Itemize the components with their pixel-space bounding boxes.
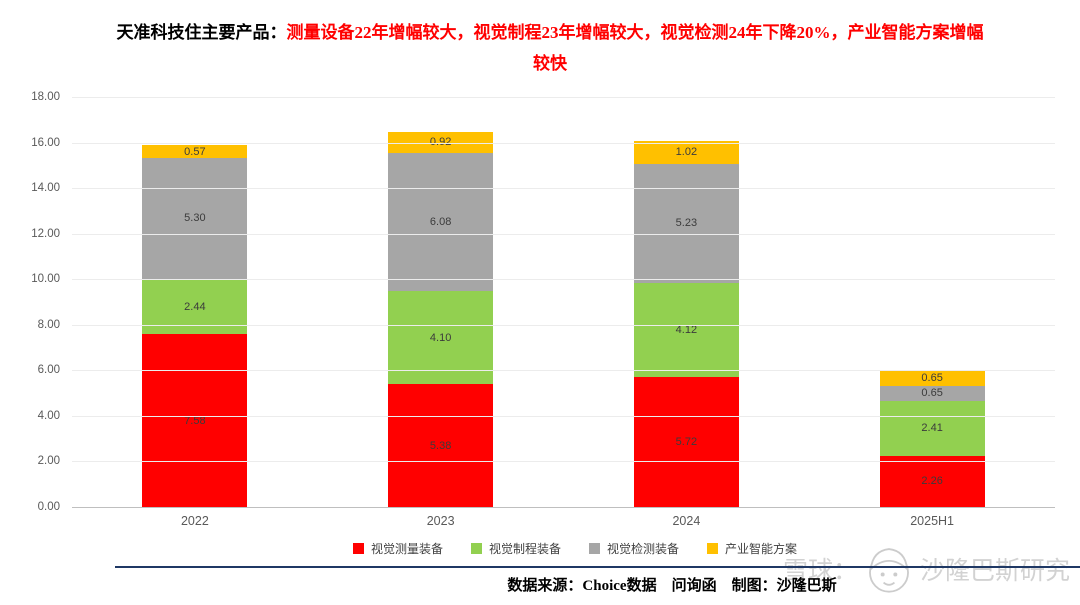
legend-swatch-icon [352,543,364,554]
gridline [72,324,1055,326]
gridline [72,370,1055,372]
y-tick-label: 2.00 [37,455,60,468]
legend-swatch-icon [589,543,600,554]
chart-title-highlight: 测量设备22年增幅较大，视觉制程23年增幅较大，视觉检测24年下降20%，产业智… [286,23,984,73]
y-tick-label: 16.00 [31,136,60,149]
bar-value-label: 6.08 [429,215,452,228]
gridline [72,279,1055,281]
bar-segment: 0.65 [879,371,985,386]
gridline [72,188,1055,190]
bar-segment: 5.72 [633,376,739,507]
x-tick-label: 2023 [426,514,455,528]
x-tick-label: 2025H1 [910,514,955,528]
bar-stack: 0.57 5.30 2.44 7.58 [142,145,248,507]
x-axis-labels: 2022 2023 2024 2025H1 [72,514,1055,528]
bar-column-2022: 0.57 5.30 2.44 7.58 [72,97,318,507]
legend-swatch-icon [707,543,719,554]
footer-divider [115,566,1080,568]
bar-segment: 1.02 [633,140,739,164]
bar-value-label: 0.57 [184,145,206,158]
bar-segment: 2.41 [879,400,985,456]
bar-column-2024: 1.02 5.23 4.12 5.72 [564,97,810,507]
legend-label: 视觉测量装备 [370,542,443,556]
gridline [72,142,1055,144]
watermark-text-right: 沙隆巴斯研究 [919,558,1070,585]
plot-area: 0.57 5.30 2.44 7.58 0.92 6.08 4.10 5.38 1.02 5.23… [72,97,1055,508]
y-tick-label: 10.00 [31,273,60,286]
chart-legend: 视觉测量装备 视觉制程装备 视觉检测装备 产业智能方案 [0,540,1080,557]
x-tick-label: 2022 [180,514,209,528]
gridline [72,97,1055,98]
y-tick-label: 14.00 [31,182,60,195]
legend-item: 产业智能方案 [707,540,797,557]
bar-segment: 4.10 [388,291,494,385]
y-tick-label: 12.00 [31,227,60,240]
stacked-bar-chart: 0.00 2.00 4.00 6.00 8.00 10.00 12.00 14.00 16.00… [0,90,1080,535]
bar-segment: 5.38 [388,384,494,507]
gridline [72,415,1055,417]
bar-column-2025H1: 0.65 0.65 2.41 2.26 [809,97,1055,507]
chart-title: 天准科技住主要产品：测量设备22年增幅较大，视觉制程23年增幅较大，视觉检测24… [110,18,990,79]
legend-item: 视觉检测装备 [589,540,679,557]
bar-value-label: 4.10 [429,331,452,344]
legend-item: 视觉制程装备 [470,540,561,557]
bar-value-label: 2.44 [184,300,206,313]
bars-container: 0.57 5.30 2.44 7.58 0.92 6.08 4.10 5.38 1.02 5.23… [72,97,1055,507]
chart-title-prefix: 天准科技住主要产品： [116,23,287,42]
bar-value-label: 2.41 [921,422,943,435]
bar-segment: 5.23 [633,163,739,283]
bar-column-2023: 0.92 6.08 4.10 5.38 [318,97,564,507]
bar-value-label: 0.92 [429,136,452,149]
bar-value-label: 0.65 [921,387,943,400]
bar-segment: 5.30 [142,158,248,279]
legend-label: 视觉检测装备 [607,542,680,556]
bar-segment: 0.65 [879,385,985,401]
y-tick-label: 0.00 [37,501,60,513]
bar-stack: 0.65 0.65 2.41 2.26 [879,371,985,507]
bar-value-label: 0.65 [921,372,943,385]
bar-segment: 7.58 [142,334,248,507]
x-tick-label: 2024 [672,514,701,528]
bar-segment: 2.44 [142,278,248,335]
bar-value-label: 7.58 [184,414,206,427]
bar-stack: 1.02 5.23 4.12 5.72 [633,140,739,507]
legend-label: 产业智能方案 [725,542,798,556]
y-tick-label: 18.00 [31,91,60,103]
y-axis: 0.00 2.00 4.00 6.00 8.00 10.00 12.00 14.00 16.00… [0,91,64,513]
mascot-icon [860,540,918,598]
data-source-text: 数据来源：Choice数据 问询函 制图：沙隆巴斯 [507,578,837,594]
x-axis-line [72,507,1055,508]
bar-segment: 6.08 [388,152,494,292]
bar-segment: 0.57 [142,145,248,159]
y-tick-label: 8.00 [37,318,60,331]
bar-segment: 2.26 [879,455,985,507]
bar-value-label: 1.02 [675,146,698,159]
bar-stack: 0.92 6.08 4.10 5.38 [388,131,494,507]
bar-segment: 4.12 [633,282,739,377]
legend-item: 视觉测量装备 [352,540,443,557]
legend-label: 视觉制程装备 [488,542,561,556]
gridline [72,233,1055,235]
bar-value-label: 5.30 [184,212,206,225]
bar-value-label: 2.26 [921,475,943,488]
bar-value-label: 5.23 [675,217,698,230]
gridline [72,461,1055,463]
watermark-text-left: 雪球： [782,558,858,585]
bar-segment: 0.92 [388,131,494,153]
bar-value-label: 4.12 [675,323,698,336]
bar-value-label: 5.38 [429,439,452,452]
watermark: 雪球： 沙隆巴斯研究 [783,540,1070,598]
bar-value-label: 5.72 [675,435,698,448]
y-tick-label: 4.00 [37,409,60,422]
legend-swatch-icon [470,543,482,554]
y-tick-label: 6.00 [37,364,60,377]
